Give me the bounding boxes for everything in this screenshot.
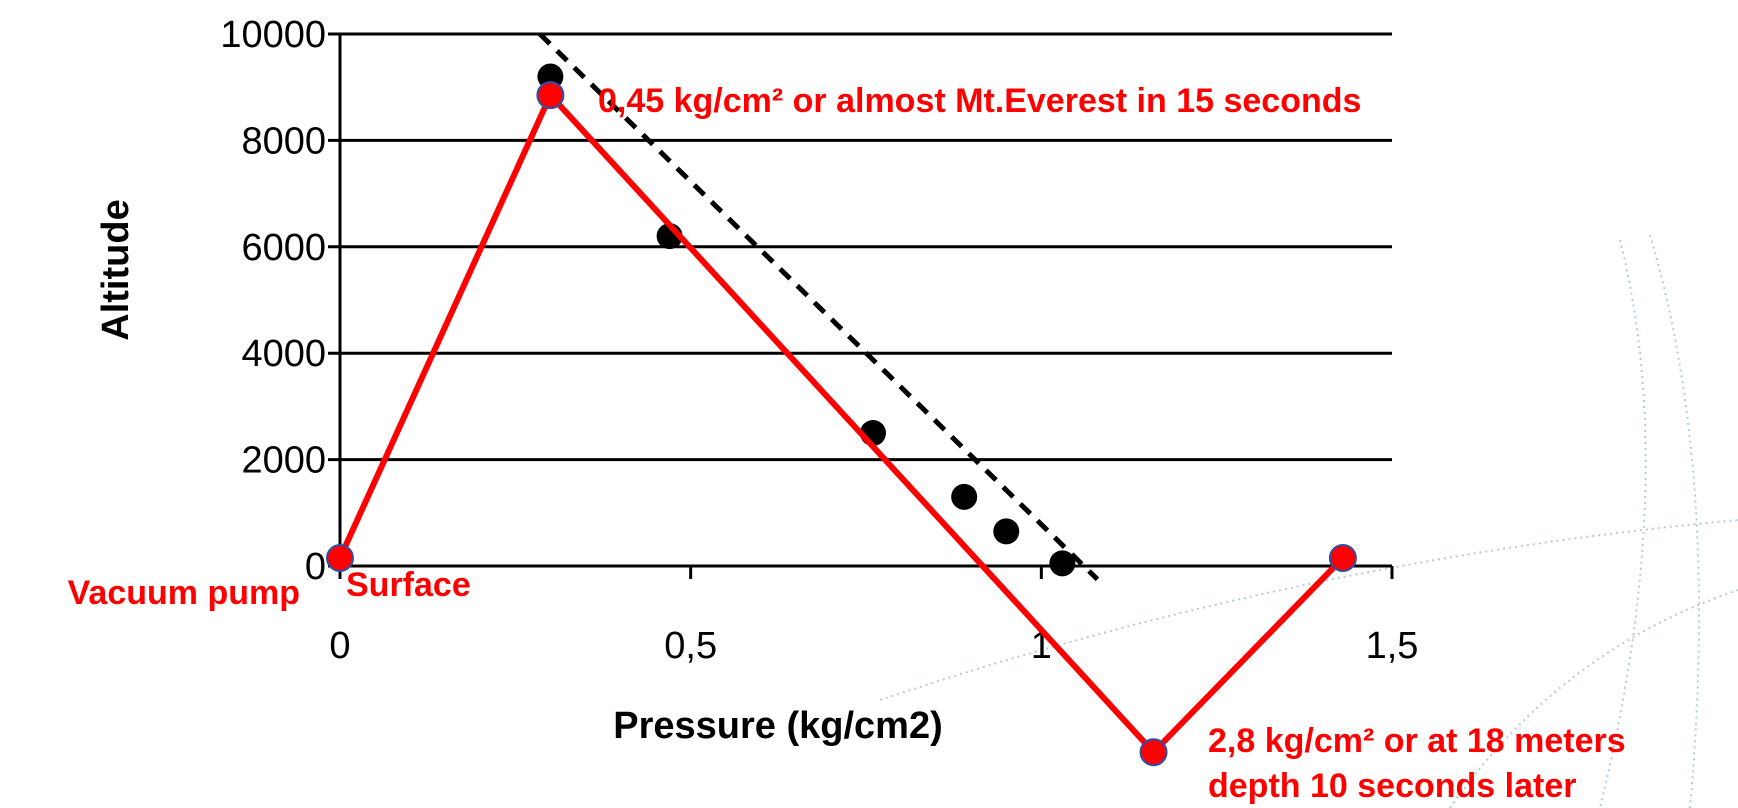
background-watermark (879, 234, 1738, 808)
series-layer (326, 32, 1357, 767)
trendline (538, 32, 1100, 582)
data-point (993, 518, 1020, 545)
gridlines (328, 32, 1392, 462)
y-tick-label: 10000 (220, 14, 326, 56)
data-point (1049, 550, 1076, 577)
y-axis-title: Altitude (95, 199, 137, 340)
data-point (951, 483, 978, 510)
y-tick-label: 2000 (241, 440, 326, 482)
pressure-line (337, 92, 1346, 756)
x-tick-label: 1,5 (1366, 625, 1419, 667)
annotation-depth-line1: 2,8 kg/cm² or at 18 meters (1208, 722, 1626, 760)
annotation-surface: Surface (346, 566, 471, 604)
annotation-peak: 0,45 kg/cm² or almost Mt.Everest in 15 s… (598, 82, 1361, 120)
pressure-marker (326, 544, 354, 573)
annotation-depth-line2: depth 10 seconds later (1208, 767, 1576, 805)
y-tick-labels: 0 2000 4000 6000 8000 10000 (220, 14, 326, 588)
y-tick-label: 4000 (241, 333, 326, 375)
annotation-vacuum-pump: Vacuum pump (68, 574, 300, 612)
y-tick-label: 6000 (241, 227, 326, 269)
y-tick-label: 8000 (241, 120, 326, 162)
x-tick-label: 0,5 (664, 625, 717, 667)
x-axis-title: Pressure (kg/cm2) (613, 705, 943, 747)
x-tick-label: 0 (329, 625, 350, 667)
pressure-marker (1139, 738, 1168, 767)
pressure-marker (536, 81, 565, 110)
x-tick-labels: 0 0,5 1 1,5 (329, 625, 1418, 667)
pressure-marker (1328, 544, 1357, 573)
axes (328, 34, 1394, 579)
y-tick-label: 0 (305, 546, 326, 588)
